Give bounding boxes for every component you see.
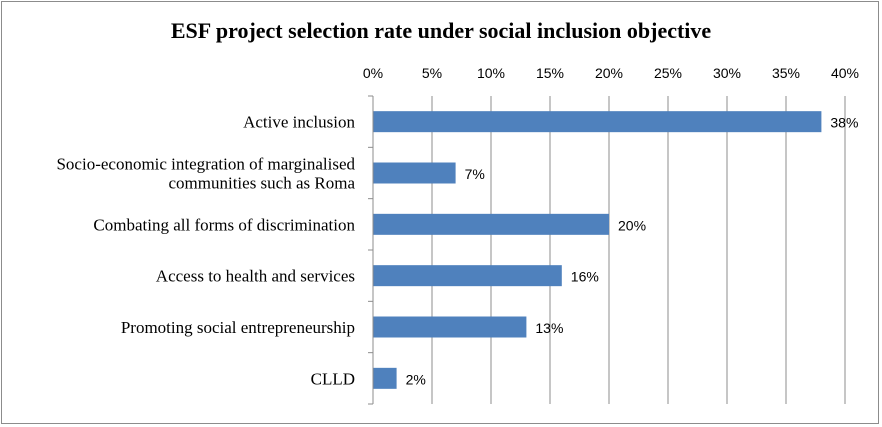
grid-lines	[368, 95, 846, 405]
category-label: CLLD	[311, 369, 355, 388]
data-label: 20%	[618, 217, 646, 233]
x-tick-label: 0%	[363, 65, 383, 81]
x-tick-label: 5%	[422, 65, 442, 81]
x-tick-label: 40%	[831, 65, 859, 81]
data-label: 2%	[406, 371, 426, 387]
bar	[373, 367, 397, 389]
bars	[373, 111, 822, 389]
x-tick-label: 10%	[477, 65, 505, 81]
category-labels: Active inclusion Socio-economic integrati…	[56, 113, 355, 389]
category-label: communities such as Roma	[168, 174, 355, 193]
category-label: Socio-economic integration of marginalis…	[56, 155, 355, 174]
category-label: Promoting social entrepreneurship	[121, 318, 355, 337]
bar	[373, 213, 609, 235]
bar	[373, 162, 456, 184]
x-tick-label: 30%	[713, 65, 741, 81]
bar	[373, 316, 527, 338]
x-tick-label: 15%	[536, 65, 564, 81]
category-label: Access to health and services	[156, 267, 355, 286]
data-label: 16%	[571, 269, 599, 285]
bar	[373, 111, 822, 133]
x-axis-ticks: 0% 5% 10% 15% 20% 25% 30% 35% 40%	[363, 65, 859, 81]
category-label: Combating all forms of discrimination	[93, 215, 355, 234]
data-labels: 38% 7% 20% 16% 13% 2%	[406, 115, 859, 388]
chart-title: ESF project selection rate under social …	[171, 18, 712, 43]
data-label: 13%	[535, 320, 563, 336]
data-label: 38%	[830, 115, 858, 131]
x-tick-label: 20%	[595, 65, 623, 81]
category-label: Active inclusion	[243, 113, 355, 132]
bar	[373, 265, 562, 287]
x-tick-label: 35%	[772, 65, 800, 81]
data-label: 7%	[465, 166, 485, 182]
x-tick-label: 25%	[654, 65, 682, 81]
